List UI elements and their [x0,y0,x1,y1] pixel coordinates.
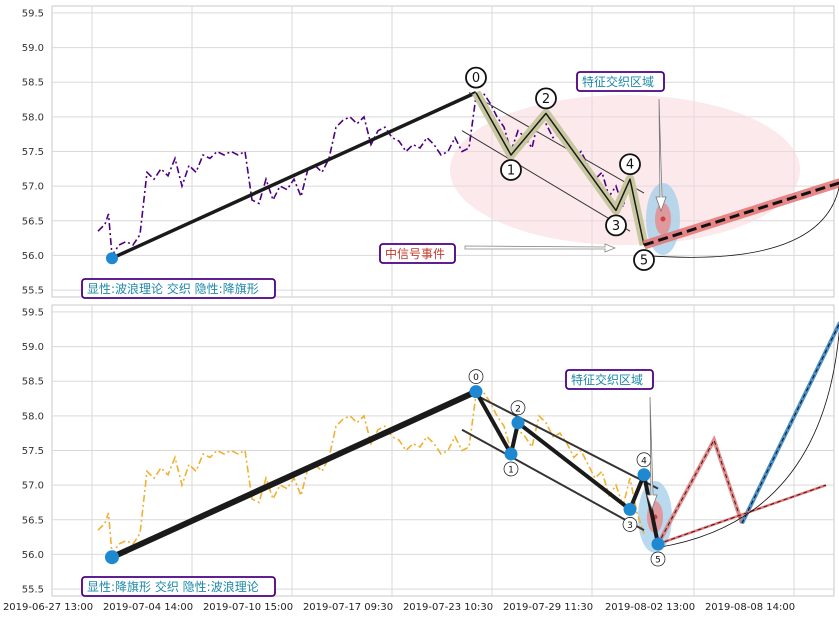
prediction-blue-dash [741,323,839,524]
y-tick-label: 59.5 [22,8,44,19]
pivot-label: 3 [612,219,620,234]
pivot-marker [651,537,665,551]
start-marker [105,550,119,565]
pivot-label-circle [622,517,638,532]
x-tick-label: 2019-08-02 13:00 [605,602,695,613]
y-tick-label: 55.5 [22,585,44,596]
info-box-text: 显性:降旗形 交织 隐性:波浪理论 [87,579,259,594]
price-series [97,91,645,258]
feature-box [565,369,654,390]
info-box [81,278,276,299]
feature-dot [660,216,666,222]
prediction-flag-dash [657,484,827,545]
feature-box-text: 特征交织区域 [571,372,643,387]
x-tick-label: 2019-06-27 13:00 [3,602,93,613]
pivot-label-circle [535,87,557,110]
y-tick-label: 58.5 [22,78,44,89]
signal-box-text: 中信号事件 [385,246,445,261]
channel-line [461,130,631,232]
y-tick-label: 58.0 [22,411,44,422]
x-tick-label: 2019-07-10 15:00 [203,602,293,613]
pivot-label: 4 [626,158,634,173]
y-tick-label: 59.0 [22,43,44,54]
wave-line [474,390,660,545]
pivot-label: 1 [508,465,514,475]
pivot-label: 2 [515,404,521,414]
pivot-label-circle [633,249,655,271]
pivot-marker [469,385,483,399]
prediction-line [643,181,839,247]
y-tick-label: 55.5 [22,286,44,297]
y-tick-label: 56.0 [22,550,44,561]
prediction-zigzag-dash [657,438,743,545]
y-tick-label: 57.0 [22,481,44,492]
pivot-label-circle [510,400,526,416]
price-series [97,390,645,557]
pivot-label: 3 [627,521,633,531]
pivot-label: 5 [640,254,648,269]
signal-box [379,243,456,264]
feature-arrow [646,396,658,511]
pivot-label-circle [605,214,627,237]
x-tick-label: 2019-08-08 14:00 [705,602,795,613]
bottom-panel: 55.5 56.0 56.5 57.0 57.5 58.0 58.5 59.0 59.5 0 1 2 3… [22,304,839,597]
channel-line [468,390,659,490]
pivot-label-circle [503,461,519,477]
info-box-text: 显性:波浪理论 交织 隐性:降旗形 [87,281,259,296]
y-tick-label: 57.5 [22,446,44,457]
pivot-label-circle [465,66,487,89]
info-box [81,576,276,597]
start-marker [106,252,118,265]
x-tick-label: 2019-07-23 10:30 [403,602,493,613]
pivot-marker [511,416,525,430]
pivot-label: 0 [472,71,480,86]
impulse-line [111,91,477,260]
pivot-label: 5 [655,556,661,566]
feature-box [576,71,665,92]
pivot-label: 0 [473,373,479,383]
wave-line [475,92,645,246]
y-tick-label: 58.5 [22,377,44,388]
prediction-arc [657,328,839,548]
y-tick-label: 57.5 [22,147,44,158]
top-panel: 55.5 56.0 56.5 57.0 57.5 58.0 58.5 59.0 59.5 0 1 2 3… [22,5,839,299]
pivot-label-circle [500,159,522,181]
pivot-marker [504,447,518,461]
y-tick-label: 56.5 [22,515,44,526]
pivot-label: 2 [542,92,550,107]
pivot-marker [623,502,637,516]
y-tick-label: 59.0 [22,342,44,353]
channel-line [461,428,645,532]
pivot-label-circle [650,551,666,567]
y-tick-label: 56.0 [22,251,44,262]
x-tick-label: 2019-07-17 09:30 [303,602,393,613]
x-axis: 2019-06-27 13:00 2019-07-04 14:00 2019-07-… [3,602,795,613]
pivot-label: 4 [641,456,647,466]
y-tick-label: 59.5 [22,307,44,318]
pivot-label: 1 [507,163,515,178]
feature-box-text: 特征交织区域 [582,74,654,89]
prediction-arc [643,185,839,258]
pivot-marker [637,468,651,482]
impulse-line [110,388,478,560]
pivot-label-circle [619,153,641,176]
x-tick-label: 2019-07-29 11:30 [503,602,593,613]
signal-arrow [464,243,617,253]
x-tick-label: 2019-07-04 14:00 [103,602,193,613]
pivot-label-circle [468,369,484,384]
feature-arrow [655,98,667,213]
y-tick-label: 57.0 [22,182,44,193]
y-tick-label: 56.5 [22,216,44,227]
y-tick-label: 58.0 [22,112,44,123]
channel-line [468,92,645,194]
